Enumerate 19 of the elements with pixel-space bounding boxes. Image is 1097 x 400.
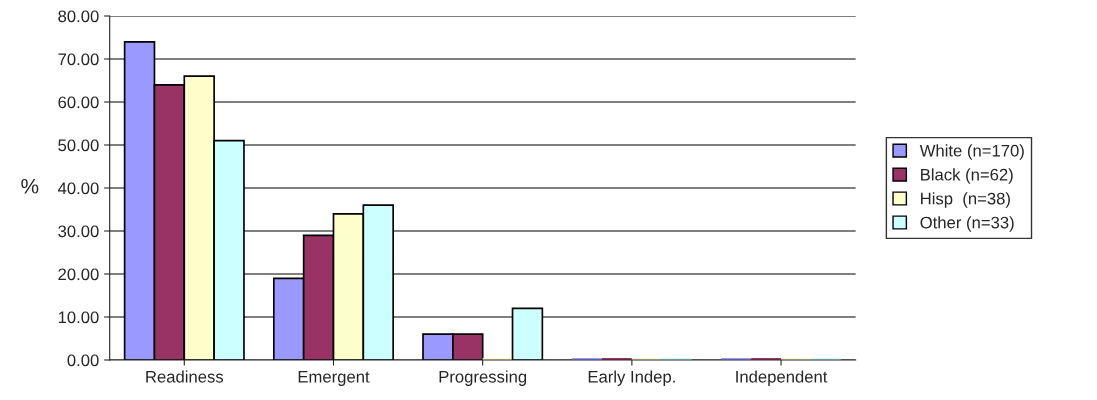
y-tick-label: 30.00 [58,225,99,238]
legend-label: Hisp (n=38) [921,192,1010,208]
legend-label: Other (n=33) [920,216,1014,232]
x-tick-label: Readiness [146,370,224,383]
y-tick-label: 0.00 [67,354,99,367]
y-tick-label: 50.00 [58,139,99,152]
x-tick-label: Emergent [298,371,370,386]
y-tick-label: 10.00 [58,311,99,324]
y-axis-title: % [21,178,39,194]
y-tick-label: 70.00 [58,53,99,66]
y-tick-label: 80.00 [58,10,99,23]
y-tick-label: 20.00 [58,268,99,281]
legend-label: White (n=170) [919,144,1024,160]
y-tick-label: 40.00 [57,182,99,195]
legend-label: Black (n=62) [921,168,1013,184]
y-tick-label: 60.00 [58,96,99,109]
x-tick-label: Early Indep. [588,370,675,386]
x-tick-label: Independent [736,370,828,386]
x-tick-label: Progressing [439,370,527,386]
